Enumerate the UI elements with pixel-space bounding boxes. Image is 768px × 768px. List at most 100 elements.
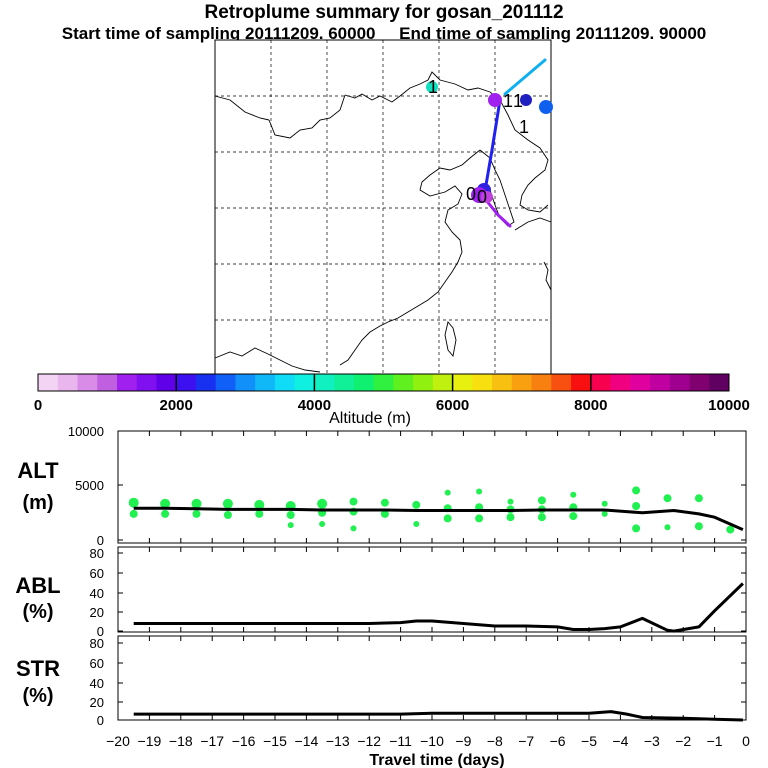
x-tick-label: −14 [295,733,319,749]
altitude-point [413,521,420,527]
colorbar-cell [215,374,236,391]
y-tick-label: 20 [90,695,104,710]
y-tick-label: 40 [90,676,104,691]
start-time-label: Start time of sampling 20111209. 60000 [61,24,376,43]
colorbar-cell [709,374,730,391]
colorbar-cell [314,374,335,391]
colorbar-cell [274,374,296,391]
map-panel: 1 1 1 1 0 0 [214,39,553,375]
x-tick-label: −16 [232,733,256,749]
altitude-point [443,514,452,523]
altitude-point [570,491,577,498]
altitude-point [350,525,357,532]
altitude-point [632,486,641,495]
altitude-point [632,502,641,510]
altitude-colorbar: 0 2000 4000 6000 8000 10000 Altitude (m) [34,373,750,427]
altitude-point [664,524,671,531]
panel-label-alt: ALT [17,458,59,483]
map-gridlines [215,40,551,374]
colorbar-cell [156,374,177,391]
colorbar-tick-label: 6000 [436,397,469,414]
colorbar-cell [255,374,276,391]
colorbar-cell [551,374,572,391]
colorbar-tick-label: 0 [34,397,42,414]
panel-frame [117,430,747,544]
panel-label-str: STR [16,656,60,681]
panel-alt: 10000 5000 0 ALT (m) [17,424,747,548]
trajectory-label: 1 [519,117,529,137]
altitude-point [380,498,389,507]
x-tick-label: −8 [487,733,503,749]
end-time-label: End time of sampling 20111209. 90000 [399,24,707,43]
colorbar-cell [235,374,256,391]
trajectory-label: 0 [466,184,476,204]
trajectory-point [481,191,493,203]
x-tick-label: −2 [675,733,691,749]
colorbar-cell [689,374,710,391]
altitude-point [161,509,170,518]
altitude-point [222,498,233,509]
x-tick-label: −18 [169,733,193,749]
trajectory-label: 1 [513,91,523,111]
y-tick-label: 0 [97,533,104,548]
altitude-point [380,509,389,518]
colorbar-cell [531,374,552,391]
altitude-point [476,488,483,495]
x-tick-label: −3 [644,733,660,749]
y-tick-label: 5000 [75,478,104,493]
x-tick-label: −9 [455,733,471,749]
x-tick-label: −5 [581,733,597,749]
altitude-point [254,499,265,510]
colorbar-frame [37,373,730,392]
trajectory-labels: 1 1 1 1 0 0 [428,77,529,207]
x-tick-label: −13 [326,733,350,749]
x-tick-label: −7 [518,733,534,749]
y-tick-label: 80 [90,546,104,561]
altitude-point [726,525,735,534]
altitude-point [287,522,294,529]
panel-label-abl: ABL [15,573,60,598]
time-series-panels: 10000 5000 0 ALT (m) 80 60 40 20 0 ABL (%) 80 60 40 20 0… [15,424,747,728]
trajectory-points [426,81,553,203]
y-tick-label: 60 [90,566,104,581]
colorbar-tick-label: 10000 [708,397,750,414]
y-tick-label: 0 [97,624,104,639]
x-tick-label: −6 [550,733,566,749]
x-tick-label: −12 [357,733,381,749]
altitude-point [569,512,578,521]
series-line-abl [133,582,744,633]
x-tick-label: −15 [263,733,287,749]
colorbar-cell [610,374,631,391]
trajectory-point [539,100,553,114]
panel-frame [117,546,747,633]
y-tick-label: 40 [90,586,104,601]
x-tick-label: −20 [106,733,130,749]
altitude-point [128,497,139,508]
series-line-str [133,710,743,722]
altitude-point [319,521,326,527]
colorbar-cell [195,374,217,391]
altitude-point [601,510,608,517]
altitude-point [160,498,171,509]
colorbar-cell [590,374,611,391]
x-tick-label: −10 [420,733,444,749]
trajectory-line-low [484,198,512,228]
altitude-point [507,498,514,505]
panel-unit: (m) [22,492,53,514]
trajectory-line-high [503,58,547,96]
altitude-point [349,497,358,506]
altitude-point [601,500,608,507]
altitude-point [129,509,138,518]
altitude-point [475,514,484,523]
altitude-point [506,513,515,522]
y-tick-label: 80 [90,636,104,651]
colorbar-cell [413,374,434,391]
colorbar-tick-label: 2000 [160,397,193,414]
altitude-point [663,494,672,503]
x-tick-label: −11 [389,733,412,749]
trajectory-point [426,81,438,93]
x-tick-label: −19 [138,733,162,749]
trajectory-label: 1 [428,77,438,97]
altitude-point [223,511,232,519]
y-tick-label: 20 [90,605,104,620]
